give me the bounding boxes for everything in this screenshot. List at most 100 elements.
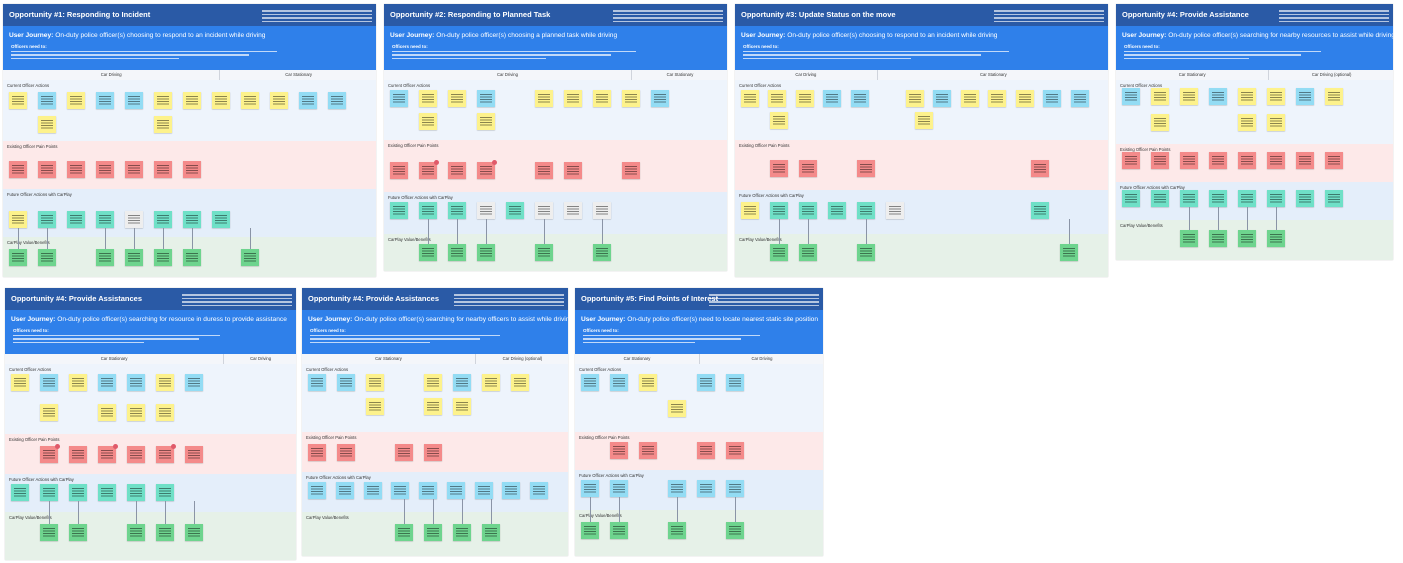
- sticky-note-icon[interactable]: [40, 404, 58, 421]
- sticky-note-icon[interactable]: [610, 374, 628, 391]
- sticky-note-icon[interactable]: [1267, 152, 1285, 169]
- sticky-note-icon[interactable]: [477, 244, 495, 261]
- sticky-note-icon[interactable]: [154, 249, 172, 266]
- sticky-note-icon[interactable]: [212, 211, 230, 228]
- sticky-note-icon[interactable]: [446, 482, 465, 499]
- sticky-note-icon[interactable]: [1151, 190, 1169, 207]
- sticky-note-icon[interactable]: [453, 524, 471, 541]
- sticky-note-icon[interactable]: [67, 211, 85, 228]
- sticky-note-icon[interactable]: [419, 202, 437, 219]
- sticky-note-icon[interactable]: [697, 374, 715, 391]
- sticky-note-icon[interactable]: [651, 90, 669, 107]
- sticky-note-icon[interactable]: [156, 404, 174, 421]
- sticky-note-icon[interactable]: [581, 374, 599, 391]
- sticky-note-icon[interactable]: [915, 112, 933, 129]
- sticky-note-icon[interactable]: [154, 92, 172, 109]
- sticky-note-icon[interactable]: [1180, 230, 1198, 247]
- sticky-note-icon[interactable]: [183, 249, 201, 266]
- sticky-note-icon[interactable]: [96, 92, 114, 109]
- sticky-note-icon[interactable]: [741, 202, 759, 219]
- sticky-note-icon[interactable]: [125, 161, 143, 178]
- sticky-note-icon[interactable]: [183, 92, 201, 109]
- sticky-note-icon[interactable]: [40, 374, 58, 391]
- sticky-note-icon[interactable]: [535, 90, 553, 107]
- sticky-note-icon[interactable]: [697, 480, 715, 497]
- sticky-note-icon[interactable]: [98, 374, 116, 391]
- sticky-note-icon[interactable]: [474, 482, 493, 499]
- sticky-note-icon[interactable]: [1325, 88, 1343, 105]
- sticky-note-icon[interactable]: [622, 162, 640, 179]
- sticky-note-icon[interactable]: [69, 524, 87, 541]
- sticky-note-icon[interactable]: [988, 90, 1007, 107]
- sticky-note-icon[interactable]: [212, 92, 230, 109]
- sticky-note-icon[interactable]: [419, 160, 439, 179]
- sticky-note-icon[interactable]: [1180, 190, 1198, 207]
- sticky-note-icon[interactable]: [482, 524, 500, 541]
- sticky-note-icon[interactable]: [1031, 202, 1049, 219]
- sticky-note-icon[interactable]: [857, 160, 875, 177]
- sticky-note-icon[interactable]: [799, 160, 817, 177]
- sticky-note-icon[interactable]: [639, 374, 657, 391]
- sticky-note-icon[interactable]: [726, 480, 744, 497]
- sticky-note-icon[interactable]: [11, 374, 29, 391]
- sticky-note-icon[interactable]: [419, 244, 437, 261]
- sticky-note-icon[interactable]: [530, 482, 549, 499]
- sticky-note-icon[interactable]: [154, 211, 172, 228]
- sticky-note-icon[interactable]: [1151, 88, 1169, 105]
- sticky-note-icon[interactable]: [799, 244, 817, 261]
- sticky-note-icon[interactable]: [337, 374, 355, 391]
- sticky-note-icon[interactable]: [1122, 88, 1140, 105]
- sticky-note-icon[interactable]: [639, 442, 657, 459]
- sticky-note-icon[interactable]: [366, 374, 384, 391]
- sticky-note-icon[interactable]: [668, 480, 686, 497]
- sticky-note-icon[interactable]: [69, 484, 87, 501]
- sticky-note-icon[interactable]: [424, 444, 442, 461]
- sticky-note-icon[interactable]: [506, 202, 524, 219]
- sticky-note-icon[interactable]: [1070, 90, 1089, 107]
- sticky-note-icon[interactable]: [96, 249, 114, 266]
- sticky-note-icon[interactable]: [933, 90, 952, 107]
- sticky-note-icon[interactable]: [581, 522, 599, 539]
- sticky-note-icon[interactable]: [125, 92, 143, 109]
- sticky-note-icon[interactable]: [610, 442, 628, 459]
- sticky-note-icon[interactable]: [38, 92, 56, 109]
- sticky-note-icon[interactable]: [308, 444, 326, 461]
- sticky-note-icon[interactable]: [448, 244, 466, 261]
- sticky-note-icon[interactable]: [308, 482, 326, 499]
- sticky-note-icon[interactable]: [424, 398, 442, 415]
- sticky-note-icon[interactable]: [270, 92, 288, 109]
- sticky-note-icon[interactable]: [241, 249, 259, 266]
- sticky-note-icon[interactable]: [40, 524, 58, 541]
- sticky-note-icon[interactable]: [9, 161, 27, 178]
- sticky-note-icon[interactable]: [241, 92, 259, 109]
- sticky-note-icon[interactable]: [390, 90, 408, 107]
- sticky-note-icon[interactable]: [125, 249, 143, 266]
- sticky-note-icon[interactable]: [67, 161, 85, 178]
- sticky-note-icon[interactable]: [154, 161, 172, 178]
- sticky-note-icon[interactable]: [668, 522, 686, 539]
- sticky-note-icon[interactable]: [38, 161, 56, 178]
- sticky-note-icon[interactable]: [9, 211, 27, 228]
- sticky-note-icon[interactable]: [1180, 88, 1198, 105]
- sticky-note-icon[interactable]: [1122, 152, 1140, 169]
- sticky-note-icon[interactable]: [726, 374, 744, 391]
- sticky-note-icon[interactable]: [127, 524, 145, 541]
- sticky-note-icon[interactable]: [1267, 114, 1285, 131]
- sticky-note-icon[interactable]: [98, 484, 116, 501]
- sticky-note-icon[interactable]: [1325, 152, 1343, 169]
- sticky-note-icon[interactable]: [156, 484, 174, 501]
- sticky-note-icon[interactable]: [419, 113, 437, 130]
- sticky-note-icon[interactable]: [328, 92, 346, 109]
- sticky-note-icon[interactable]: [1238, 190, 1256, 207]
- sticky-note-icon[interactable]: [127, 484, 145, 501]
- sticky-note-icon[interactable]: [185, 374, 203, 391]
- sticky-note-icon[interactable]: [38, 116, 56, 133]
- sticky-note-icon[interactable]: [535, 202, 553, 219]
- sticky-note-icon[interactable]: [1180, 152, 1198, 169]
- sticky-note-icon[interactable]: [1238, 114, 1256, 131]
- sticky-note-icon[interactable]: [477, 160, 497, 179]
- sticky-note-icon[interactable]: [363, 482, 382, 499]
- sticky-note-icon[interactable]: [535, 244, 553, 261]
- sticky-note-icon[interactable]: [668, 400, 686, 417]
- sticky-note-icon[interactable]: [1325, 190, 1343, 207]
